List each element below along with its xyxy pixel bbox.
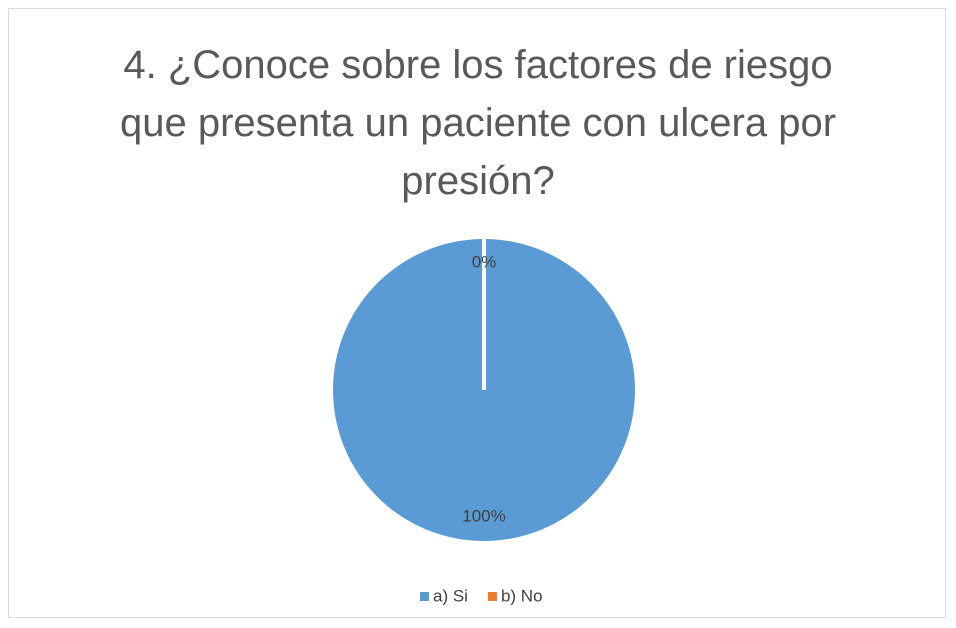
legend-label: a) Si bbox=[433, 586, 468, 605]
legend-swatch bbox=[420, 592, 429, 601]
chart-title: 4. ¿Conoce sobre los factores de riesgo … bbox=[119, 43, 837, 203]
data-label: 0% bbox=[472, 253, 497, 272]
data-label: 100% bbox=[462, 506, 505, 525]
legend-label: b) No bbox=[501, 586, 543, 605]
chart-frame bbox=[8, 8, 946, 618]
legend-swatch bbox=[487, 592, 497, 601]
